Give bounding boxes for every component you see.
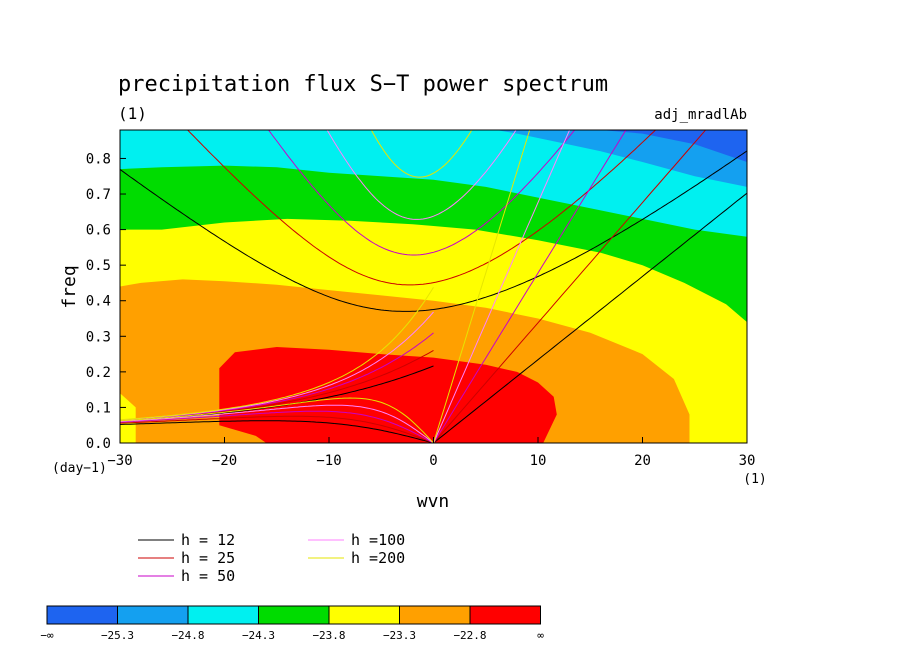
rossby-curve-h12 — [120, 420, 434, 443]
ig-curve-h200 — [370, 130, 473, 178]
colorbar-label: −24.8 — [171, 629, 204, 642]
y-tick-label: 0.4 — [86, 294, 111, 310]
x-tick-label: 30 — [739, 453, 756, 469]
ig-curve-h12 — [120, 150, 747, 312]
y-tick-label: 0.7 — [86, 187, 111, 203]
colorbar: −∞ −25.3 −24.8 −24.3 −23.8 −23.3 −22.8 ∞ — [40, 605, 544, 642]
colorbar-swatch — [328, 605, 400, 625]
kelvin-curve-h12 — [433, 192, 747, 443]
kelvin-curve-h200 — [433, 130, 531, 443]
y-tick-label: 0.5 — [86, 258, 111, 274]
y-axis: 0.0 0.1 0.2 0.3 0.4 0.5 0.6 0.7 0.8 — [86, 151, 126, 452]
ig-curve-h100 — [326, 130, 517, 220]
kelvin-curve-h100 — [433, 130, 571, 443]
colorbar-label: −∞ — [40, 629, 54, 642]
legend-label: h = 12 — [181, 531, 235, 549]
x-axis-label: wvn — [417, 491, 450, 512]
colorbar-label: −24.3 — [242, 629, 275, 642]
legend-label: h =200 — [351, 549, 405, 567]
colorbar-label: −23.3 — [383, 629, 416, 642]
legend-label: h =100 — [351, 531, 405, 549]
contour-region-6 — [219, 347, 557, 443]
colorbar-swatch — [399, 605, 471, 625]
colorbar-swatch — [46, 605, 118, 625]
y-tick-label: 0.3 — [86, 329, 111, 345]
rossby-curve-h100 — [120, 404, 434, 443]
x-tick-label: −10 — [316, 453, 341, 469]
colorbar-swatch — [117, 605, 189, 625]
rossby-curve-h200 — [120, 397, 434, 443]
x-tick-label: −30 — [107, 453, 132, 469]
ig-curve-h50 — [267, 130, 576, 256]
y-axis-label: freq — [59, 265, 80, 308]
chart-subtitle-units: (1) — [118, 104, 147, 123]
x-tick-label: 10 — [530, 453, 547, 469]
filled-contours — [120, 130, 747, 443]
kelvin-curve-h25 — [433, 130, 707, 443]
y-axis-unit: (day−1) — [52, 461, 107, 476]
colorbar-swatch — [258, 605, 330, 625]
kelvin-curve-h50 — [433, 130, 627, 443]
x-tick-label: 0 — [429, 453, 437, 469]
x-tick-label: −20 — [212, 453, 237, 469]
legend-label: h = 50 — [181, 567, 235, 585]
y-tick-label: 0.6 — [86, 223, 111, 239]
chart-title: precipitation flux S−T power spectrum — [118, 72, 608, 97]
colorbar-label: ∞ — [537, 629, 544, 642]
colorbar-label: −22.8 — [453, 629, 486, 642]
colorbar-label: −23.8 — [312, 629, 345, 642]
colorbar-swatch — [187, 605, 259, 625]
rossby-curve-h50 — [120, 410, 434, 443]
colorbar-swatch — [469, 605, 541, 625]
y-tick-label: 0.2 — [86, 365, 111, 381]
rossby-curve-h25 — [120, 415, 434, 443]
legend-label: h = 25 — [181, 549, 235, 567]
colorbar-label: −25.3 — [101, 629, 134, 642]
x-axis: −30 −20 −10 0 10 20 30 — [107, 437, 755, 469]
x-axis-unit: (1) — [743, 472, 766, 487]
x-tick-label: 20 — [634, 453, 651, 469]
y-tick-label: 0.8 — [86, 151, 111, 167]
y-tick-label: 0.0 — [86, 436, 111, 452]
ig-curve-h25 — [186, 130, 657, 286]
dispersion-curves — [120, 130, 747, 443]
chart-subtitle-run-name: adj_mradlAb — [654, 107, 747, 123]
mrg-curve-h200 — [120, 287, 434, 421]
y-tick-label: 0.1 — [86, 400, 111, 416]
